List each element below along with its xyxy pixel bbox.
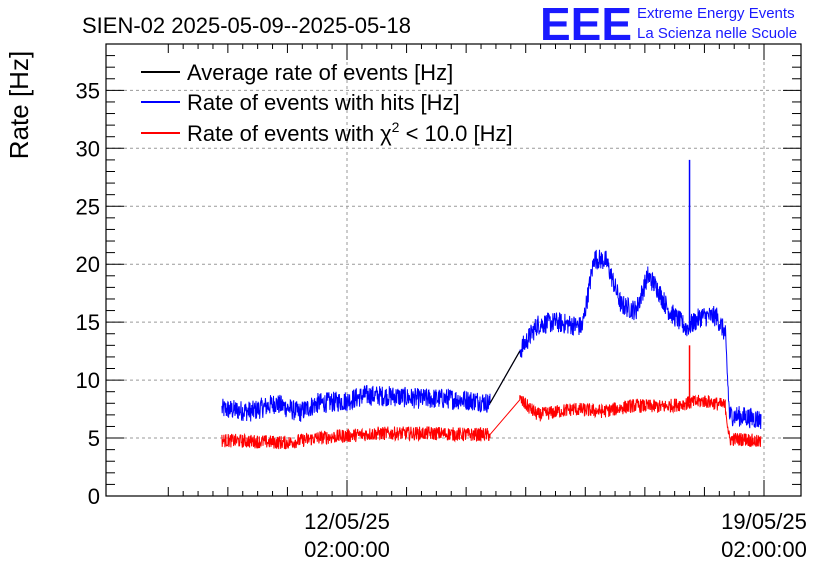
legend-label-hits: Rate of events with hits [Hz] xyxy=(187,90,460,115)
eee-logo: EEE Extreme Energy Events La Scienza nel… xyxy=(540,0,797,50)
series xyxy=(221,159,762,450)
legend-label-chi2: Rate of events with χ2 < 10.0 [Hz] xyxy=(187,119,513,146)
logo-line1: Extreme Energy Events xyxy=(637,5,795,22)
legend-chi2-suffix: < 10.0 [Hz] xyxy=(399,121,512,146)
y-tick-labels: 0 5 10 15 20 25 30 35 xyxy=(76,78,100,509)
legend-chi-superscript: 2 xyxy=(392,119,400,135)
x-tick-label-time: 02:00:00 xyxy=(304,537,390,562)
y-tick-label: 0 xyxy=(88,484,100,509)
x-tick-label-date: 12/05/25 xyxy=(304,509,390,534)
y-tick-label: 15 xyxy=(76,310,100,335)
plot-frame xyxy=(105,43,802,497)
series-line-0 xyxy=(221,249,762,430)
legend-label-average: Average rate of events [Hz] xyxy=(187,60,453,85)
chart-title: SIEN-02 2025-05-09--2025-05-18 xyxy=(82,13,411,38)
axes xyxy=(105,43,802,497)
y-tick-label: 20 xyxy=(76,252,100,277)
y-tick-label: 5 xyxy=(88,426,100,451)
series-line-1 xyxy=(489,350,521,404)
legend-chi-symbol: χ xyxy=(380,121,392,146)
y-tick-label: 30 xyxy=(76,136,100,161)
y-axis-label: Rate [Hz] xyxy=(4,51,34,159)
logo-line2: La Scienza nelle Scuole xyxy=(637,25,797,42)
legend-chi2-prefix: Rate of events with xyxy=(187,121,374,146)
series-line-2 xyxy=(221,394,762,450)
y-tick-label: 10 xyxy=(76,368,100,393)
y-tick-label: 25 xyxy=(76,194,100,219)
x-tick-label-date: 19/05/25 xyxy=(721,509,807,534)
logo-eee-text: EEE xyxy=(540,0,632,50)
legend: Average rate of events [Hz] Rate of even… xyxy=(141,60,513,146)
y-tick-label: 35 xyxy=(76,78,100,103)
x-tick-label-time: 02:00:00 xyxy=(721,537,807,562)
x-tick-labels: 12/05/25 02:00:00 19/05/25 02:00:00 xyxy=(304,509,807,562)
